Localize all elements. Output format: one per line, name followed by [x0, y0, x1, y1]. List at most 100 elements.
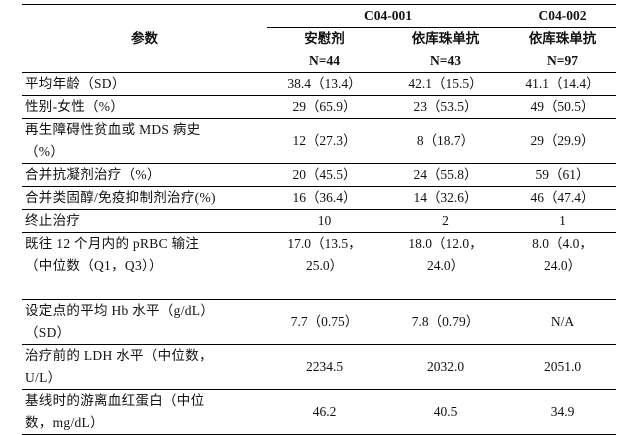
row-value-cell: 10 — [267, 209, 382, 233]
row-value-cell: 8（18.7） — [382, 118, 509, 164]
table-row: 既往 12 个月内的 pRBC 输注 （中位数（Q1，Q3）） 17.0（13.5… — [22, 232, 616, 300]
row-value-line: 34.9 — [550, 404, 575, 419]
arm-n-placebo: N=44 — [267, 50, 382, 73]
row-label-line: 性别-女性（%） — [25, 99, 125, 114]
row-value-cell: 12（27.3） — [267, 118, 382, 164]
row-value-line: 41.1（14.4） — [525, 76, 600, 91]
arm-name-placebo: 安慰剂 — [304, 31, 345, 46]
arm-name-eculizumab-001: 依库珠单抗 — [411, 31, 480, 46]
row-value-cell: 49（50.5） — [509, 95, 616, 119]
header-row-n: N=44 N=43 N=97 — [22, 50, 616, 73]
row-value-line: 1 — [559, 213, 566, 228]
row-label: 合并抗凝剂治疗（%） — [22, 163, 267, 187]
table-row: 终止治疗 10 2 1 — [22, 209, 616, 233]
row-label-line: 终止治疗 — [25, 213, 81, 228]
row-value-cell: 20（45.5） — [267, 163, 382, 187]
study-c04-001-header: C04-001 — [267, 4, 509, 28]
table-row: 合并类固醇/免疫抑制剂治疗(%) 16（36.4） 14（32.6） 46（47.4） — [22, 186, 616, 210]
row-label: 再生障碍性贫血或 MDS 病史 （%） — [22, 118, 267, 164]
row-value-line: 14（32.6） — [413, 190, 478, 205]
row-value-cell: 29（29.9） — [509, 118, 616, 164]
row-label-line: 合并抗凝剂治疗（%） — [25, 167, 161, 182]
row-value-cell: 16（36.4） — [267, 186, 382, 210]
table-row: 治疗前的 LDH 水平（中位数， U/L） 2234.5 2032.0 2051.0 — [22, 344, 616, 390]
row-label-line: 既往 12 个月内的 pRBC 输注 — [25, 236, 200, 251]
row-value-line: 2051.0 — [543, 359, 582, 374]
row-label-line: 基线时的游离血红蛋白（中位 — [25, 393, 205, 408]
row-label-line: 再生障碍性贫血或 MDS 病史 — [25, 122, 201, 137]
study-c04-002-header: C04-002 — [509, 4, 616, 28]
row-label: 既往 12 个月内的 pRBC 输注 （中位数（Q1，Q3）） — [22, 232, 267, 300]
row-value-cell: 40.5 — [382, 389, 509, 435]
table-row: 再生障碍性贫血或 MDS 病史 （%） 12（27.3） 8（18.7） 29（29.9… — [22, 118, 616, 164]
row-value-line: 8（18.7） — [416, 133, 475, 148]
arm-n-eculizumab-002: N=97 — [509, 50, 616, 73]
row-value-line: 8.0（4.0， — [532, 236, 593, 251]
row-value-cell: N/A — [509, 299, 616, 345]
row-label: 设定点的平均 Hb 水平（g/dL） （SD） — [22, 299, 267, 345]
row-label-line: （SD） — [25, 325, 71, 340]
clinical-table-container: 参数 C04-001 C04-002 安慰剂 依库珠单抗 依库珠单抗 N=44 … — [22, 4, 616, 435]
row-label: 终止治疗 — [22, 209, 267, 233]
row-value-cell: 18.0（12.0， 24.0） — [382, 232, 509, 300]
row-value-line: 7.8（0.79） — [411, 314, 480, 329]
row-label-line: 合并类固醇/免疫抑制剂治疗(%) — [25, 190, 216, 205]
row-label-line: （中位数（Q1，Q3）） — [25, 258, 163, 273]
row-value-cell: 2 — [382, 209, 509, 233]
table-row: 平均年龄（SD） 38.4（13.4） 42.1（15.5） 41.1（14.4） — [22, 72, 616, 96]
row-value-line: 40.5 — [433, 404, 458, 419]
row-value-line: 29（29.9） — [530, 133, 595, 148]
row-value-line: 42.1（15.5） — [408, 76, 483, 91]
row-label-line: 设定点的平均 Hb 水平（g/dL） — [25, 303, 215, 318]
row-value-line: 17.0（13.5， — [287, 236, 362, 251]
row-value-cell: 46（47.4） — [509, 186, 616, 210]
row-label-line: 治疗前的 LDH 水平（中位数， — [25, 348, 213, 363]
row-label-line: （%） — [25, 144, 65, 159]
row-value-cell: 29（65.9） — [267, 95, 382, 119]
table-row: 设定点的平均 Hb 水平（g/dL） （SD） 7.7（0.75） 7.8（0.79）… — [22, 299, 616, 345]
table-body: 平均年龄（SD） 38.4（13.4） 42.1（15.5） 41.1（14.4） 性别… — [22, 72, 616, 435]
row-value-line: 10 — [317, 213, 332, 228]
row-value-cell: 42.1（15.5） — [382, 72, 509, 96]
row-value-cell: 14（32.6） — [382, 186, 509, 210]
row-value-cell: 24（55.8） — [382, 163, 509, 187]
row-value-line: 46（47.4） — [530, 190, 595, 205]
header-row-arms: 安慰剂 依库珠单抗 依库珠单抗 — [22, 28, 616, 51]
row-value-line: 24.0） — [426, 258, 465, 273]
row-value-line: 23（53.5） — [413, 99, 478, 114]
row-value-cell: 17.0（13.5， 25.0） — [267, 232, 382, 300]
row-value-line: 2032.0 — [426, 359, 465, 374]
row-label: 合并类固醇/免疫抑制剂治疗(%) — [22, 186, 267, 210]
row-label-line: 平均年龄（SD） — [25, 76, 126, 91]
row-value-line: 16（36.4） — [292, 190, 357, 205]
row-value-line: N/A — [550, 314, 575, 329]
row-value-cell: 23（53.5） — [382, 95, 509, 119]
row-value-line: 2 — [442, 213, 449, 228]
row-value-cell: 1 — [509, 209, 616, 233]
table-row: 合并抗凝剂治疗（%） 20（45.5） 24（55.8） 59（61） — [22, 163, 616, 187]
row-value-line: 29（65.9） — [292, 99, 357, 114]
row-label-line — [25, 277, 264, 299]
row-value-line: 46.2 — [312, 404, 337, 419]
row-value-line: 18.0（12.0， — [408, 236, 483, 251]
row-value-cell: 38.4（13.4） — [267, 72, 382, 96]
row-label: 治疗前的 LDH 水平（中位数， U/L） — [22, 344, 267, 390]
row-value-line: 59（61） — [535, 167, 590, 182]
row-value-line: 12（27.3） — [292, 133, 357, 148]
row-value-cell: 2051.0 — [509, 344, 616, 390]
row-value-cell: 59（61） — [509, 163, 616, 187]
table-row: 基线时的游离血红蛋白（中位 数，mg/dL） 46.2 40.5 34.9 — [22, 389, 616, 435]
row-value-line: 25.0） — [305, 258, 344, 273]
row-value-cell: 34.9 — [509, 389, 616, 435]
row-value-cell: 7.8（0.79） — [382, 299, 509, 345]
row-label-line: 数，mg/dL） — [25, 415, 104, 430]
row-value-cell: 7.7（0.75） — [267, 299, 382, 345]
row-label: 性别-女性（%） — [22, 95, 267, 119]
row-value-cell: 8.0（4.0， 24.0） — [509, 232, 616, 300]
row-value-cell: 46.2 — [267, 389, 382, 435]
row-label-line: U/L） — [25, 370, 62, 385]
row-value-cell: 2032.0 — [382, 344, 509, 390]
row-value-line: 7.7（0.75） — [290, 314, 359, 329]
baseline-characteristics-table: 参数 C04-001 C04-002 安慰剂 依库珠单抗 依库珠单抗 N=44 … — [22, 4, 616, 435]
header-row-studies: 参数 C04-001 C04-002 — [22, 4, 616, 73]
